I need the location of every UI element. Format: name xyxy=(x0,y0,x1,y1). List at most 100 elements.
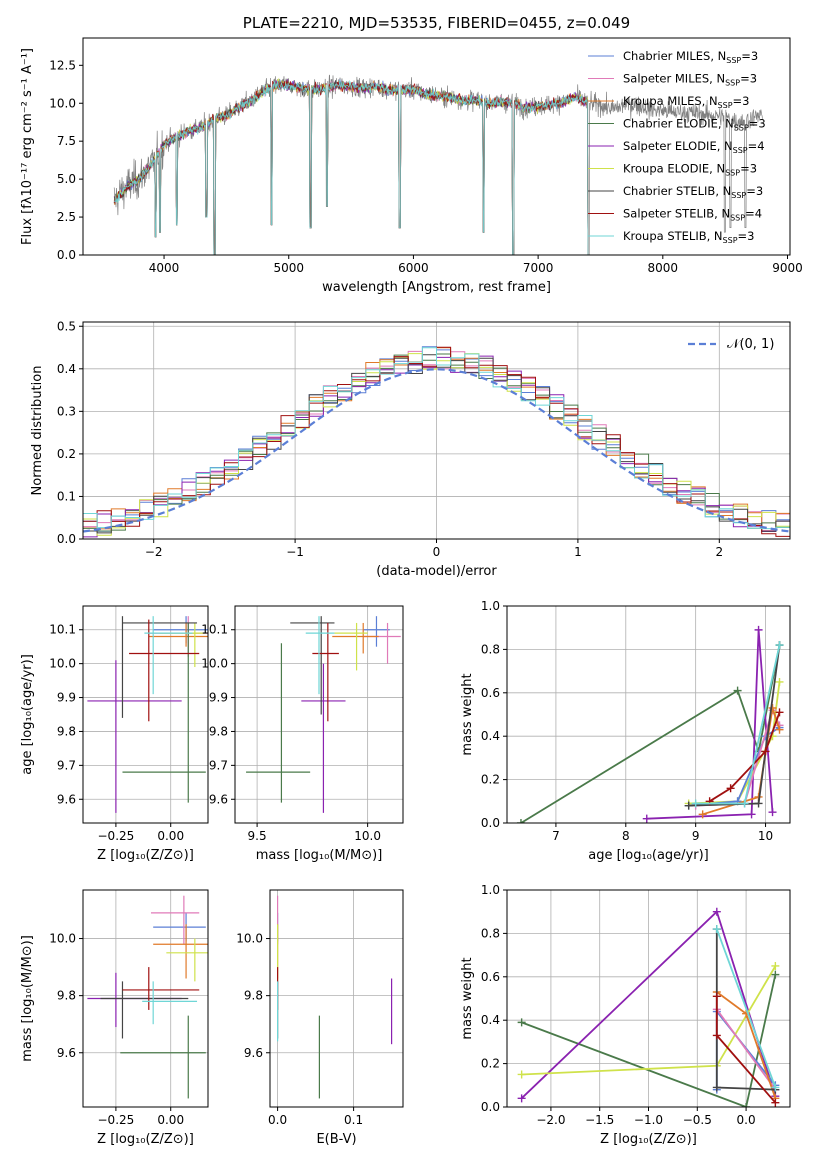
weight-marker-2-0 xyxy=(517,1070,526,1079)
x-axis-label: Z [log₁₀(Z/Z⊙)] xyxy=(97,848,194,863)
y-tick-label-0: 9.6 xyxy=(57,792,76,806)
weight-marker-6-1 xyxy=(754,799,763,808)
y-tick-label-3: 0.3 xyxy=(57,404,76,418)
y-tick-label-5: 1.0 xyxy=(481,599,500,613)
model-spectrum-1 xyxy=(113,80,590,255)
weight-marker-5-3 xyxy=(775,725,784,734)
weight-marker-2-2 xyxy=(771,961,780,970)
mass-vs-metallicity-panel: −0.25 0.00 9.6 9.8 10.0 Z [log₁₀(Z/Z⊙)] mass [… xyxy=(20,889,209,1147)
weight-marker-6-0 xyxy=(684,801,693,810)
x-tick-label-1: 0.00 xyxy=(157,829,184,843)
weight-marker-7-2 xyxy=(771,1098,780,1107)
x-tick-label-4: 8000 xyxy=(648,261,679,275)
y-tick-label-3: 7.5 xyxy=(57,134,76,148)
x-tick-label-3: 10 xyxy=(758,829,773,843)
axes-frame xyxy=(269,889,404,1108)
plot-area xyxy=(277,895,393,1099)
weight-line-4 xyxy=(695,707,781,807)
x-axis-label: (data-model)/error xyxy=(376,564,497,579)
x-tick-label-1: −1.5 xyxy=(585,1113,614,1127)
weight-marker-0-0 xyxy=(516,819,525,823)
y-tick-label-3: 0.6 xyxy=(481,686,500,700)
y-tick-label-0: 9.6 xyxy=(209,792,228,806)
weight-marker-5-2 xyxy=(768,703,777,712)
grid-lines xyxy=(83,606,208,823)
weight-marker-1-2 xyxy=(754,625,763,634)
weight-marker-7-0 xyxy=(712,992,721,1001)
weight-line-1 xyxy=(646,629,774,820)
y-tick-label-4: 0.4 xyxy=(57,362,76,376)
weight-marker-1-0 xyxy=(517,1094,526,1103)
y-axis-label: mass weight xyxy=(460,673,475,755)
y-tick-label-2: 0.2 xyxy=(57,447,76,461)
x-tick-label-2: 9 xyxy=(692,829,700,843)
residuals-panel: −2 −1 0 1 2 0.0 0.1 0.2 0.3 0.4 0.5 (data-model)/er… xyxy=(30,319,791,579)
age-vs-metallicity-panel: −0.25 0.00 9.6 9.7 9.8 9.9 10.0 10.1 Z [log₁₀(Z/… xyxy=(20,605,209,863)
x-axis-label: mass [log₁₀(M/M⊙)] xyxy=(256,848,383,863)
x-tick-label-2: 6000 xyxy=(398,261,429,275)
weight-marker-7-1 xyxy=(712,1031,721,1040)
plot-area xyxy=(83,346,790,538)
legend-entry-6: Chabrier STELIB, NSSP=3 xyxy=(623,184,763,200)
x-axis-label: E(B-V) xyxy=(316,1132,356,1147)
weight-marker-8-0 xyxy=(691,799,700,808)
y-tick-label-2: 5.0 xyxy=(57,172,76,186)
y-tick-label-2: 0.4 xyxy=(481,1013,500,1027)
weight-line-0 xyxy=(520,644,781,823)
plot-area xyxy=(113,74,763,255)
y-tick-label-4: 0.8 xyxy=(481,926,500,940)
legend-entry-7: Salpeter STELIB, NSSP=4 xyxy=(623,207,762,223)
legend-label-normal: 𝒩(0, 1) xyxy=(727,337,774,352)
y-axis-label: age [log₁₀(age/yr)] xyxy=(20,654,35,775)
plot-area xyxy=(87,616,208,813)
y-tick-label-2: 10.0 xyxy=(236,932,263,946)
y-tick-label-5: 0.5 xyxy=(57,319,76,333)
age-vs-mass-panel: 9.5 10.0 9.6 9.7 9.8 9.9 10.0 10.1 mass [log₁₀(M… xyxy=(201,605,404,863)
normal-curve xyxy=(83,368,790,533)
y-tick-label-1: 0.1 xyxy=(57,489,76,503)
y-tick-label-1: 9.8 xyxy=(244,989,263,1003)
axes-frame xyxy=(82,605,209,824)
x-tick-label-1: 5000 xyxy=(273,261,304,275)
x-tick-label-1: 0.1 xyxy=(344,1113,363,1127)
axes-frame xyxy=(82,37,791,256)
weight-marker-8-1 xyxy=(771,1083,780,1092)
x-tick-label-2: 0 xyxy=(433,545,441,559)
weight-marker-1-1 xyxy=(712,907,721,916)
mass-vs-ebv-panel: 0.0 0.1 9.6 9.8 10.0 E(B-V) xyxy=(236,889,404,1147)
y-tick-label-2: 10.0 xyxy=(49,932,76,946)
y-tick-label-0: 9.6 xyxy=(57,1046,76,1060)
y-tick-label-2: 9.8 xyxy=(209,724,228,738)
legend-entry-5: Kroupa ELODIE, NSSP=3 xyxy=(623,162,757,178)
y-axis-label: Normed distribution xyxy=(30,366,45,496)
weight-marker-7-2 xyxy=(761,747,770,756)
legend-entry-3: Chabrier ELODIE, NSSP=3 xyxy=(623,117,766,133)
y-tick-label-0: 0.0 xyxy=(481,816,500,830)
weight-marker-5-0 xyxy=(698,810,707,819)
plot-area xyxy=(517,907,780,1107)
grid-lines xyxy=(270,890,403,1107)
x-tick-label-0: −0.25 xyxy=(98,1113,135,1127)
x-tick-label-0: 9.5 xyxy=(248,829,267,843)
y-tick-label-5: 10.1 xyxy=(201,623,228,637)
y-tick-label-1: 0.2 xyxy=(481,1057,500,1071)
y-tick-label-3: 9.9 xyxy=(209,691,228,705)
grid-lines xyxy=(507,889,790,1108)
weight-marker-1-3 xyxy=(768,808,777,817)
y-tick-label-5: 10.1 xyxy=(49,623,76,637)
legend-entry-2: Kroupa MILES, NSSP=3 xyxy=(623,94,749,110)
spectrum-legend: Chabrier MILES, NSSP=3 Salpeter MILES, NS… xyxy=(588,49,766,245)
weight-marker-0-2 xyxy=(771,970,780,979)
x-tick-label-4: 2 xyxy=(715,545,723,559)
y-tick-label-0: 0.0 xyxy=(57,248,76,262)
x-tick-label-0: −2 xyxy=(145,545,163,559)
plot-area xyxy=(516,625,784,823)
y-axis-label: mass weight xyxy=(460,957,475,1039)
weight-line-8 xyxy=(715,928,777,1088)
weight-marker-7-1 xyxy=(726,784,735,793)
x-tick-label-3: 1 xyxy=(574,545,582,559)
y-tick-label-0: 0.0 xyxy=(57,532,76,546)
x-tick-label-5: 9000 xyxy=(772,261,803,275)
axes-frame xyxy=(82,889,209,1108)
